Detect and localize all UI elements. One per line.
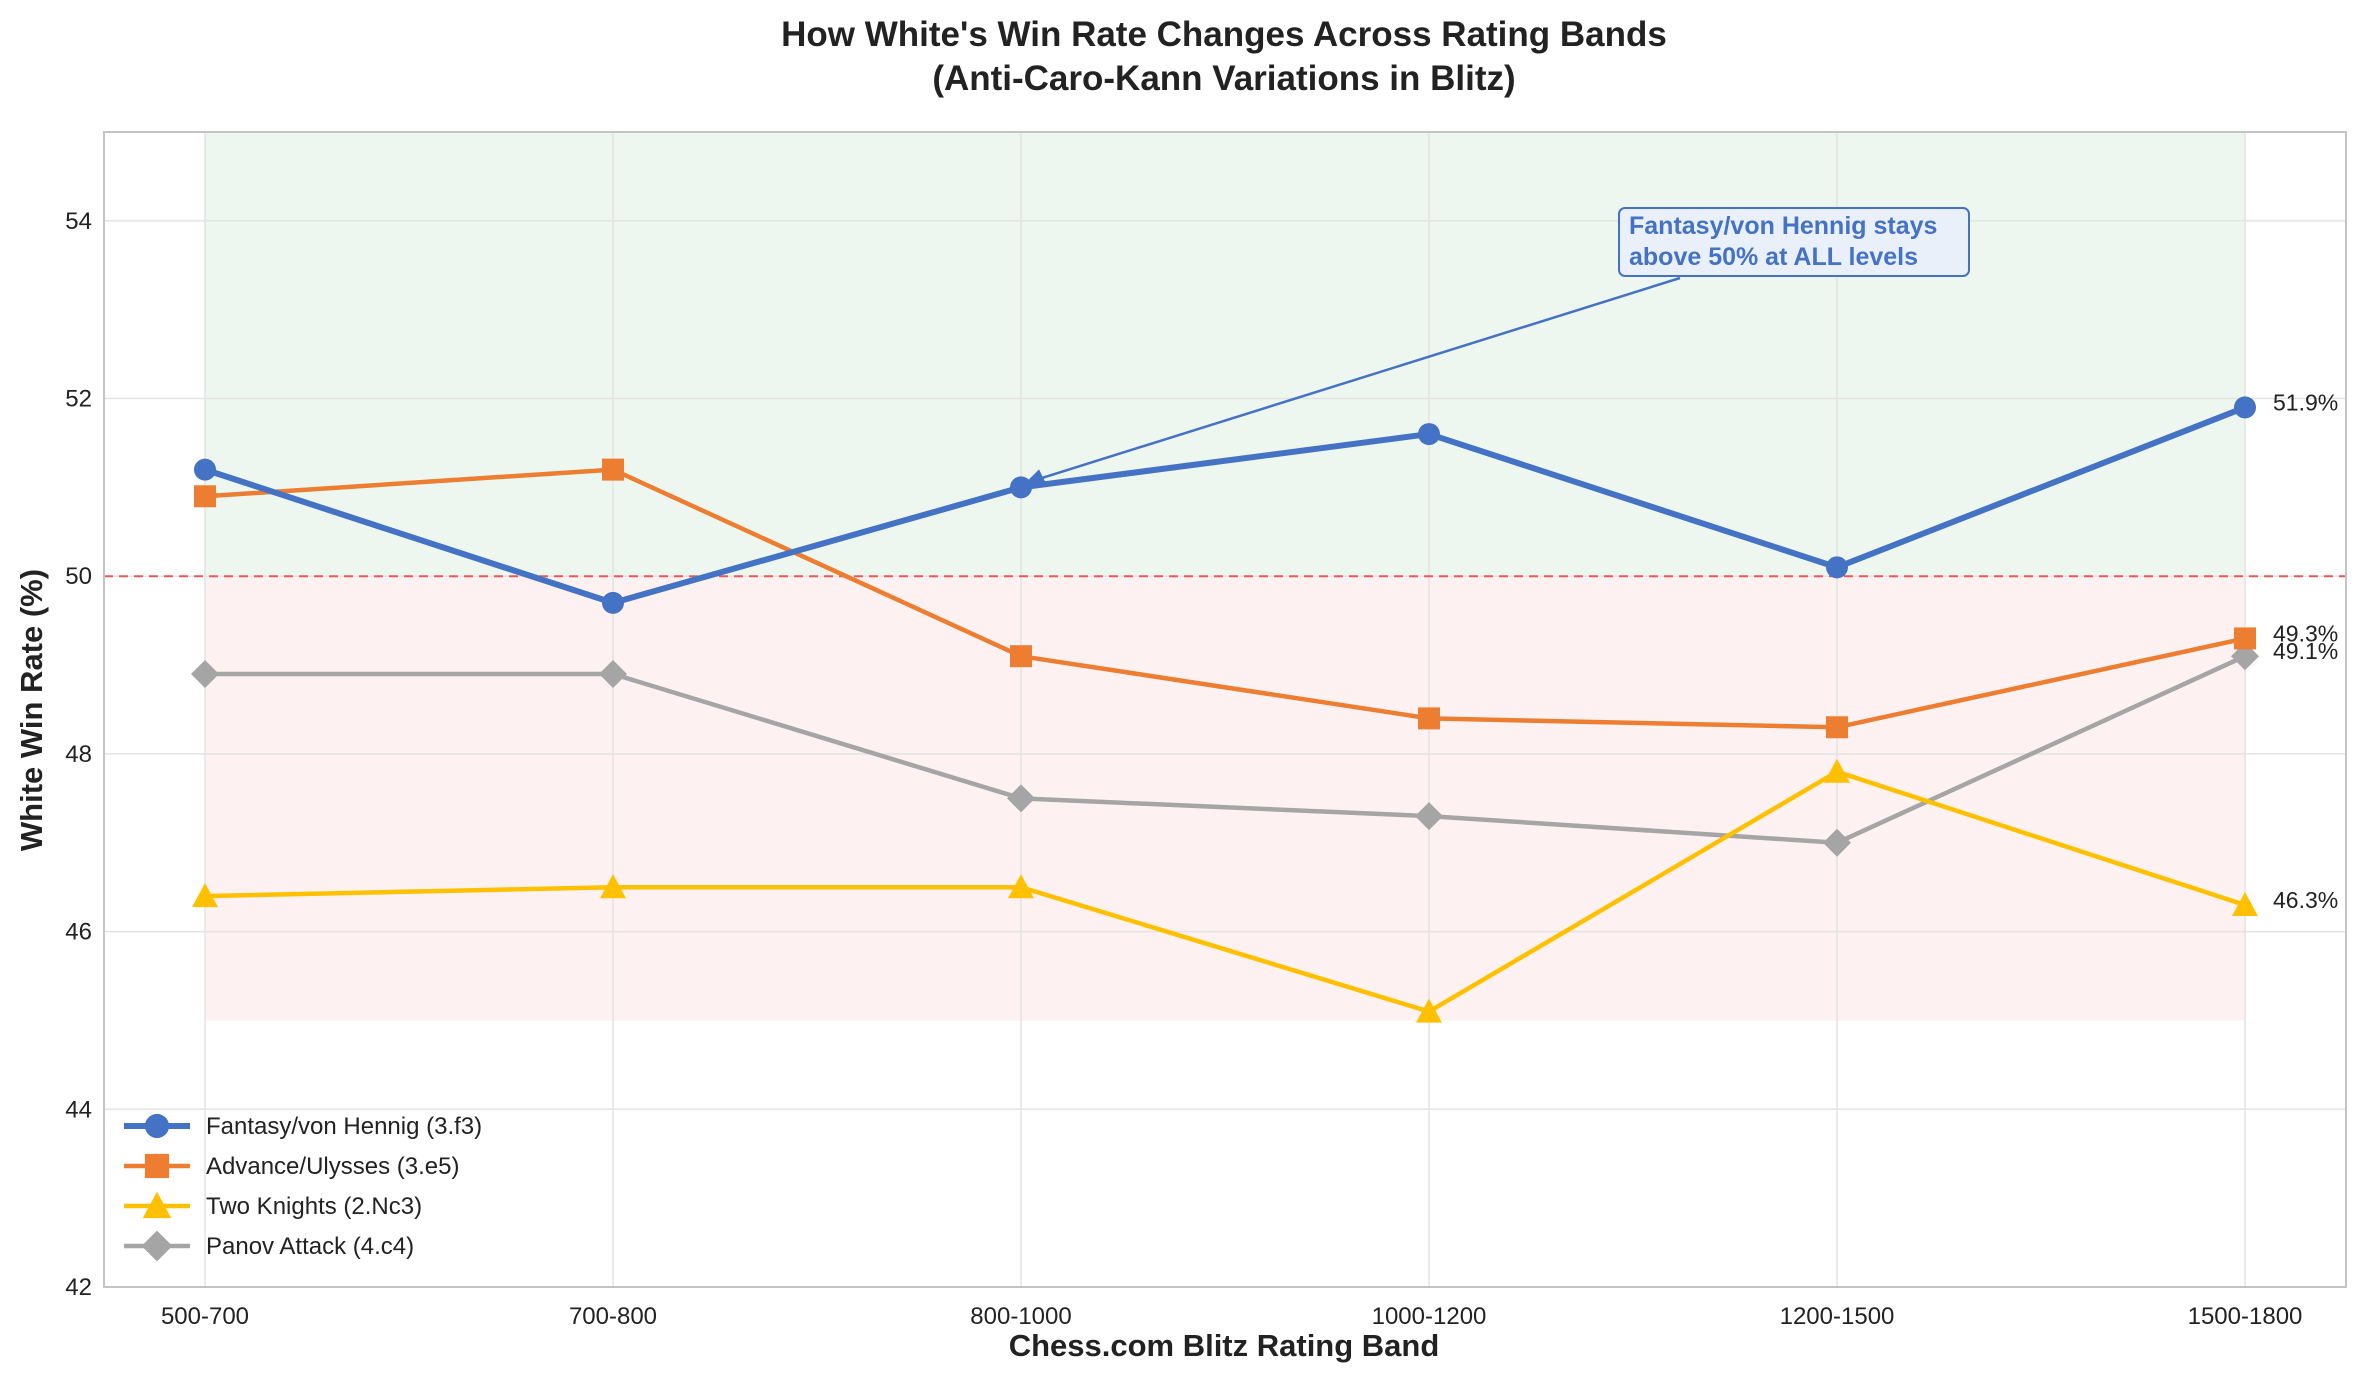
- marker-point: [2232, 891, 2258, 917]
- marker-point: [1010, 476, 1032, 499]
- annotation: Fantasy/von Hennig stays above 50% at ALL…: [1023, 207, 1970, 486]
- legend: Fantasy/von Hennig (3.f3) Advance/Ulysses…: [124, 1113, 482, 1262]
- shaded-bands: [205, 132, 2245, 1021]
- y-tick-label: 52: [65, 386, 92, 413]
- marker-point: [142, 1191, 172, 1219]
- x-tick-label: 1200-1500: [1780, 1303, 1895, 1330]
- marker-point: [602, 591, 624, 614]
- marker-point: [1415, 802, 1443, 831]
- annotation-arrowhead: [1023, 469, 1045, 486]
- y-tick-label: 46: [65, 919, 92, 946]
- marker-point: [2234, 396, 2256, 419]
- marker-point: [141, 1230, 173, 1262]
- x-tick-label: 500-700: [161, 1303, 249, 1330]
- marker-point: [1010, 645, 1032, 668]
- y-tick-label: 42: [65, 1274, 92, 1301]
- marker-point: [1416, 998, 1442, 1023]
- chart-subtitle: (Anti-Caro-Kann Variations in Blitz): [932, 59, 1515, 98]
- end-label-1: 49.3%: [2273, 620, 2338, 646]
- marker-point: [599, 659, 627, 688]
- y-tick-label: 50: [65, 563, 92, 590]
- y-axis-label: White Win Rate (%): [14, 569, 49, 851]
- marker-point: [1007, 784, 1035, 813]
- marker-point: [2234, 627, 2256, 650]
- annotation-box: [1618, 207, 1970, 277]
- marker-point: [1826, 556, 1848, 579]
- marker-point: [602, 458, 624, 481]
- marker-point: [194, 458, 216, 481]
- y-tick-label: 48: [65, 741, 92, 768]
- series-line: [204, 467, 2246, 730]
- marker-point: [144, 1153, 170, 1179]
- legend-label: Two Knights (2.Nc3): [206, 1193, 422, 1220]
- end-label-2: 46.3%: [2273, 887, 2338, 913]
- x-tick-label: 1000-1200: [1372, 1303, 1487, 1330]
- series-1: [194, 458, 2256, 739]
- end-label-3: 49.1%: [2273, 638, 2338, 664]
- series-line: [204, 769, 2246, 1014]
- marker-point: [144, 1113, 170, 1139]
- marker-point: [194, 485, 216, 508]
- marker-point: [192, 883, 218, 908]
- marker-point: [600, 874, 626, 899]
- shaded-band-0: [205, 132, 2245, 577]
- series-lines: [191, 396, 2259, 1023]
- annotation-text-line: Fantasy/von Hennig stays: [1629, 212, 1937, 240]
- series-2: [192, 758, 2258, 1023]
- y-tick-label: 54: [65, 208, 92, 235]
- x-tick-label: 800-1000: [970, 1303, 1071, 1330]
- y-tick-labels: 42 44 46 48 50 52 54: [65, 208, 92, 1301]
- annotation-arrow: [1030, 276, 1681, 483]
- marker-point: [1823, 828, 1851, 857]
- legend-label: Advance/Ulysses (3.e5): [206, 1153, 459, 1180]
- marker-point: [1008, 874, 1034, 899]
- marker-point: [1826, 716, 1848, 739]
- x-tick-label: 1500-1800: [2188, 1303, 2303, 1330]
- series-line: [204, 404, 2247, 606]
- annotation-text-line: above 50% at ALL levels: [1629, 243, 1918, 271]
- marker-point: [1418, 707, 1440, 730]
- y-tick-label: 44: [65, 1096, 92, 1123]
- x-tick-labels: 500-700 700-800 800-1000 1000-1200 1200-1500…: [161, 1303, 2302, 1330]
- shaded-band-1: [205, 576, 2245, 1021]
- series-0: [194, 396, 2256, 614]
- end-label-0: 51.9%: [2273, 389, 2338, 415]
- plot-frame: [103, 131, 2347, 1288]
- marker-point: [1418, 423, 1440, 446]
- legend-label: Fantasy/von Hennig (3.f3): [206, 1113, 482, 1140]
- marker-point: [1824, 758, 1850, 783]
- x-tick-label: 700-800: [569, 1303, 657, 1330]
- legend-label: Panov Attack (4.c4): [206, 1233, 414, 1260]
- series-line: [205, 654, 2246, 846]
- marker-point: [191, 659, 219, 688]
- x-axis-label: Chess.com Blitz Rating Band: [1009, 1328, 1440, 1363]
- end-labels: 51.9% 49.3% 46.3% 49.1%: [2273, 389, 2338, 913]
- chart-title: How White's Win Rate Changes Across Rati…: [781, 15, 1667, 54]
